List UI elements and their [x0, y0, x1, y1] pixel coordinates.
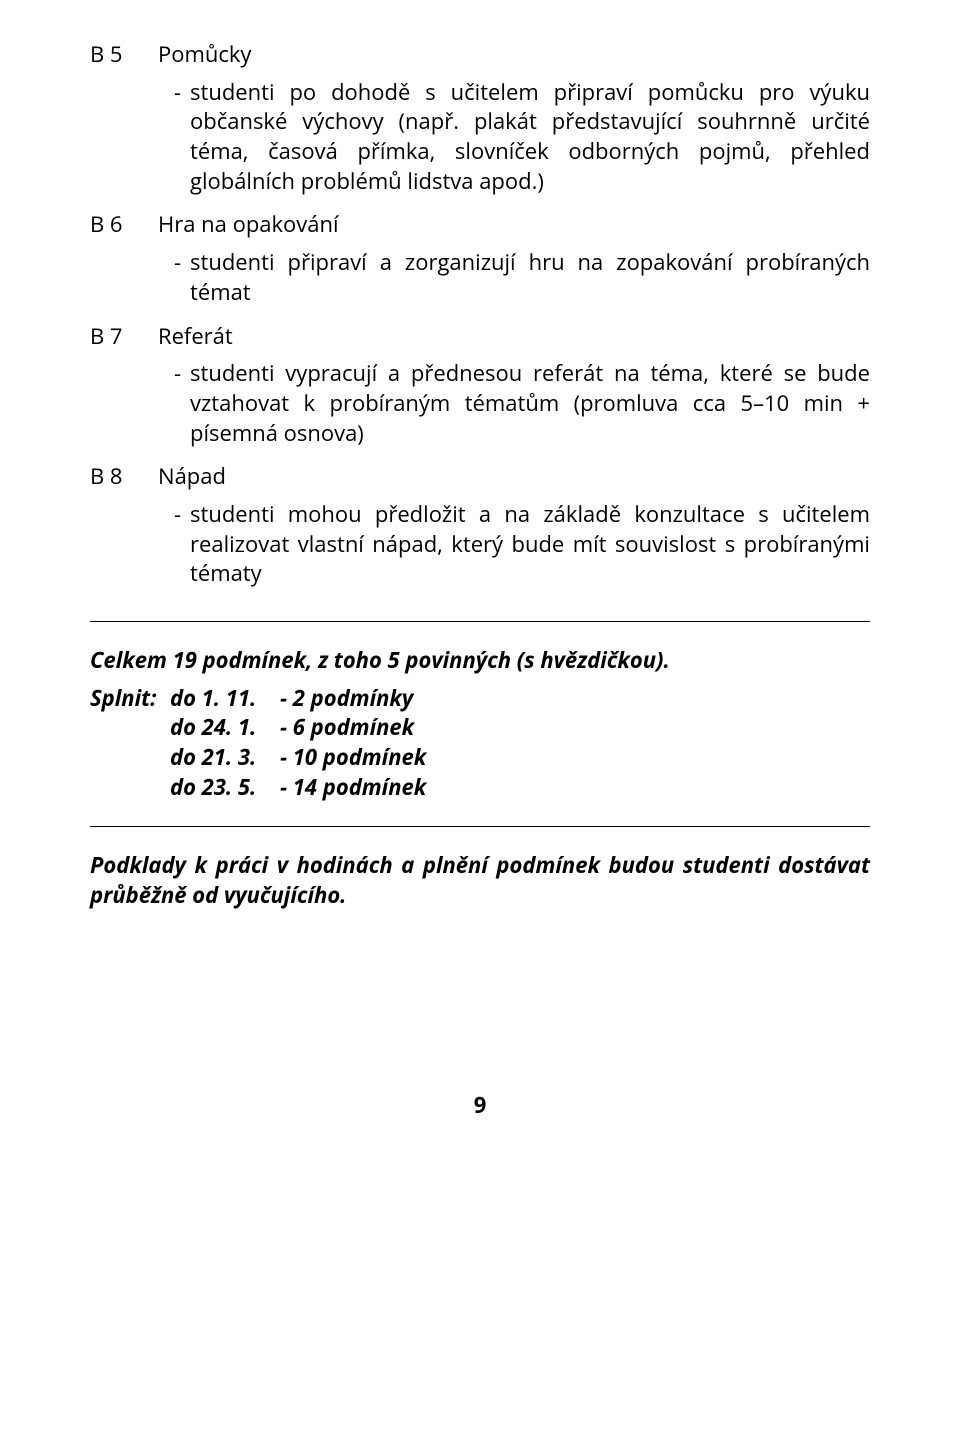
item-code: B 8	[90, 462, 158, 597]
splnit-date: do 23. 5.	[170, 773, 280, 803]
splnit-row: Splnit: do 1. 11. - 2 podmínky	[90, 684, 870, 714]
item-code: B 7	[90, 322, 158, 457]
list-item-b7: B 7 Referát -studenti vypracují a předne…	[90, 322, 870, 457]
item-code: B 5	[90, 40, 158, 204]
item-sub-text: studenti vypracují a přednesou referát n…	[190, 358, 870, 447]
item-title: Nápad	[158, 462, 870, 492]
item-sub-text: studenti připraví a zorganizují hru na z…	[190, 247, 870, 307]
dash-icon: -	[174, 248, 190, 278]
note-text: Podklady k práci v hodinách a plnění pod…	[90, 851, 870, 910]
divider	[90, 826, 870, 827]
splnit-row: do 24. 1. - 6 podmínek	[90, 713, 870, 743]
splnit-label-empty	[90, 743, 170, 773]
item-title: Pomůcky	[158, 40, 870, 70]
summary-line: Celkem 19 podmínek, z toho 5 povinných (…	[90, 646, 870, 676]
splnit-date: do 1. 11.	[170, 684, 280, 714]
splnit-cond: - 6 podmínek	[280, 713, 870, 743]
item-sub-text: studenti po dohodě s učitelem připraví p…	[190, 77, 870, 196]
list-item-b6: B 6 Hra na opakování -studenti připraví …	[90, 210, 870, 315]
splnit-date: do 21. 3.	[170, 743, 280, 773]
item-title: Referát	[158, 322, 870, 352]
dash-icon: -	[174, 359, 190, 389]
item-sub: -studenti vypracují a přednesou referát …	[158, 359, 870, 448]
splnit-label: Splnit:	[90, 684, 170, 714]
dash-icon: -	[174, 78, 190, 108]
page-number: 9	[90, 1091, 870, 1121]
item-sub-text: studenti mohou předložit a na základě ko…	[190, 499, 870, 588]
item-body: Pomůcky -studenti po dohodě s učitelem p…	[158, 40, 870, 204]
item-sub: -studenti mohou předložit a na základě k…	[158, 500, 870, 589]
splnit-cond: - 14 podmínek	[280, 773, 870, 803]
item-sub: -studenti připraví a zorganizují hru na …	[158, 248, 870, 307]
item-code: B 6	[90, 210, 158, 315]
splnit-cond: - 10 podmínek	[280, 743, 870, 773]
splnit-cond: - 2 podmínky	[280, 684, 870, 714]
item-body: Hra na opakování -studenti připraví a zo…	[158, 210, 870, 315]
splnit-row: do 21. 3. - 10 podmínek	[90, 743, 870, 773]
splnit-row: do 23. 5. - 14 podmínek	[90, 773, 870, 803]
item-sub: -studenti po dohodě s učitelem připraví …	[158, 78, 870, 197]
item-title: Hra na opakování	[158, 210, 870, 240]
list-item-b8: B 8 Nápad -studenti mohou předložit a na…	[90, 462, 870, 597]
splnit-label-empty	[90, 773, 170, 803]
splnit-block: Splnit: do 1. 11. - 2 podmínky do 24. 1.…	[90, 684, 870, 803]
item-body: Nápad -studenti mohou předložit a na zák…	[158, 462, 870, 597]
dash-icon: -	[174, 500, 190, 530]
splnit-label-empty	[90, 713, 170, 743]
divider	[90, 621, 870, 622]
item-body: Referát -studenti vypracují a přednesou …	[158, 322, 870, 457]
list-item-b5: B 5 Pomůcky -studenti po dohodě s učitel…	[90, 40, 870, 204]
splnit-date: do 24. 1.	[170, 713, 280, 743]
